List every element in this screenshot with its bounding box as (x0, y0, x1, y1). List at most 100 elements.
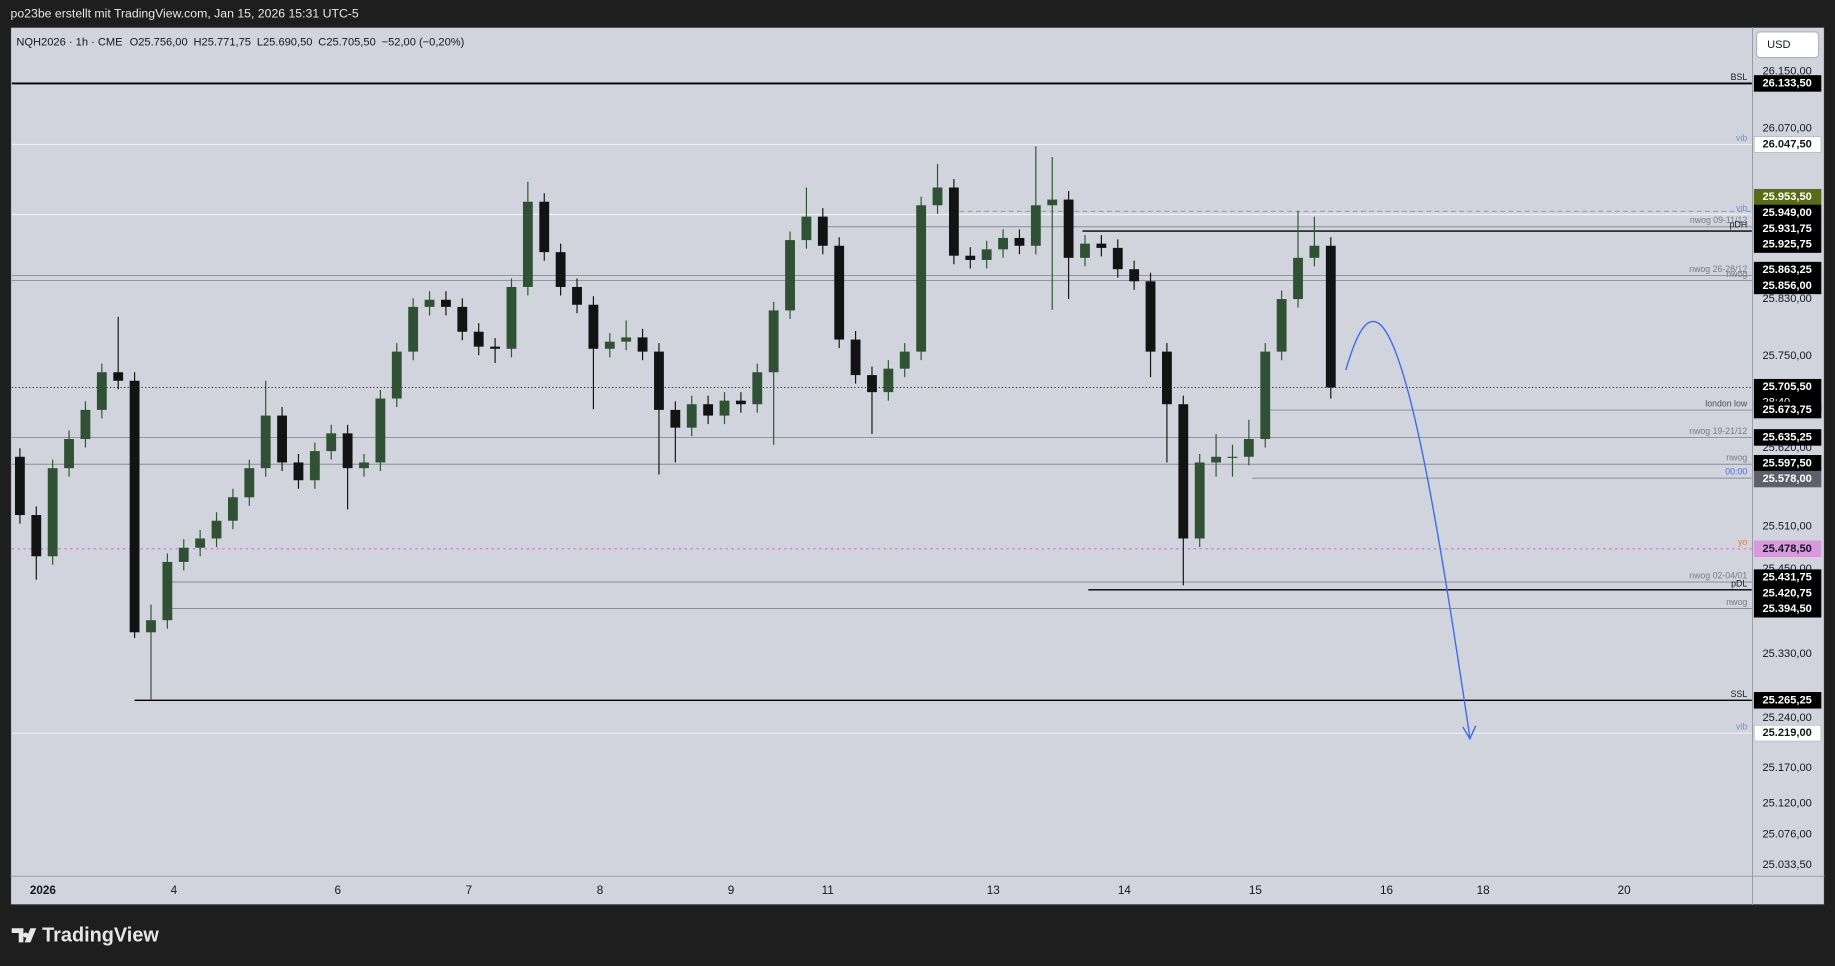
level-box (1753, 724, 1822, 742)
last-price-label: 25.705,50 (1762, 381, 1811, 393)
y-tick-label: 25.240,00 (1762, 712, 1811, 724)
level-name: nwog (1726, 269, 1747, 279)
candle-body (326, 433, 337, 452)
currency-button[interactable] (1756, 31, 1820, 59)
level-label: 25.635,25 (1762, 431, 1811, 443)
candle-body (424, 299, 435, 307)
x-tick-label: 6 (335, 884, 342, 897)
low: L25.690,50 (257, 36, 313, 48)
candle-body (916, 205, 927, 352)
candle-body (703, 404, 714, 416)
candle-body (555, 252, 566, 287)
level-box (1753, 429, 1822, 446)
level-name: 00:00 (1725, 467, 1747, 477)
y-tick-label: 25.076,00 (1762, 829, 1811, 841)
projection-arrow (1345, 320, 1471, 738)
candle-body (1211, 456, 1221, 463)
level-name: london low (1705, 399, 1748, 409)
level-box (1753, 401, 1822, 419)
x-tick-label: 9 (728, 884, 735, 897)
candle-body (572, 286, 582, 305)
candle-body (96, 372, 107, 410)
y-tick-label: 25.170,00 (1762, 762, 1811, 774)
x-tick-label: 18 (1477, 884, 1490, 897)
level-label: 25.420,75 (1762, 587, 1811, 599)
x-tick-label: 2026 (30, 884, 57, 897)
close: C25.705,50 (318, 36, 375, 48)
candle-body (932, 187, 943, 206)
candle-body (670, 409, 681, 428)
candle-body (604, 341, 615, 349)
candle-body (735, 400, 746, 405)
candle-body (1063, 199, 1074, 258)
level-name: nwog 26-28/12 (1689, 264, 1747, 274)
candle-body (441, 299, 451, 307)
x-tick-label: 15 (1249, 884, 1262, 897)
y-tick-label: 25.330,00 (1762, 648, 1811, 660)
level-box (1753, 600, 1822, 618)
level-box (1753, 540, 1822, 558)
x-tick-label: 14 (1118, 884, 1132, 897)
candle-body (1129, 269, 1140, 282)
header-text: po23be erstellt mit TradingView.com, Jan… (11, 7, 359, 21)
candle-body (539, 201, 550, 253)
candle-body (801, 216, 812, 241)
candle-body (1112, 247, 1123, 270)
candle-body (359, 462, 369, 469)
candle-body (948, 187, 959, 256)
x-tick-label: 13 (987, 884, 1000, 897)
candle-body (506, 286, 517, 349)
level-label: 26.133,50 (1762, 77, 1811, 89)
y-tick-label: 26.070,00 (1762, 122, 1811, 134)
candle-body (277, 415, 287, 463)
candle-body (146, 620, 156, 633)
level-name: vib (1736, 722, 1747, 732)
candle-body (490, 346, 501, 349)
candle-body (637, 337, 648, 352)
level-box (1753, 277, 1822, 295)
candle-body (686, 404, 697, 428)
candle-body (457, 306, 468, 332)
candle-body (998, 237, 1008, 250)
candle-body (1047, 199, 1058, 206)
candle-body (1293, 257, 1303, 300)
level-label: 25.431,75 (1762, 572, 1811, 584)
x-tick-label: 4 (171, 884, 178, 897)
candle-body (981, 249, 992, 260)
level-name: vib (1736, 133, 1747, 143)
candle-body (14, 456, 25, 516)
candle-body (850, 339, 861, 376)
candle-body (195, 538, 206, 548)
x-tick-label: 11 (822, 884, 834, 897)
candle-body (129, 380, 140, 633)
level-name: nwog 19-21/12 (1689, 426, 1747, 436)
level-name: nwog 09-11/12 (1690, 215, 1747, 225)
candle-body (80, 409, 91, 440)
candle-body (178, 547, 189, 562)
candle-body (719, 400, 730, 416)
level-label: 25.953,50 (1762, 191, 1811, 203)
high: H25.771,75 (194, 36, 251, 48)
y-tick-label: 25.033,50 (1762, 859, 1811, 871)
y-tick-label: 25.510,00 (1762, 520, 1811, 532)
level-label: 25.597,50 (1762, 457, 1811, 469)
candle-body (621, 337, 632, 342)
candle-body (293, 462, 304, 481)
candle-body (1145, 281, 1156, 352)
level-name: nwog (1726, 453, 1747, 463)
level-label: 25.925,75 (1762, 239, 1811, 251)
candle-body (1260, 351, 1271, 440)
level-label: 25.265,25 (1762, 694, 1811, 706)
candle-body (342, 433, 353, 469)
symbol-legend: NQH2026 · 1h · CME O25.756,00 H25.771,75 L2… (16, 36, 464, 48)
level-label: 25.856,00 (1762, 280, 1811, 292)
currency[interactable]: USD (1767, 39, 1790, 51)
level-label: 25.478,50 (1762, 543, 1811, 555)
candle-body (899, 351, 910, 369)
candle-body (228, 497, 238, 521)
level-box (1753, 692, 1822, 709)
x-tick-label: 16 (1380, 884, 1393, 897)
level-label: 25.949,00 (1762, 207, 1811, 219)
